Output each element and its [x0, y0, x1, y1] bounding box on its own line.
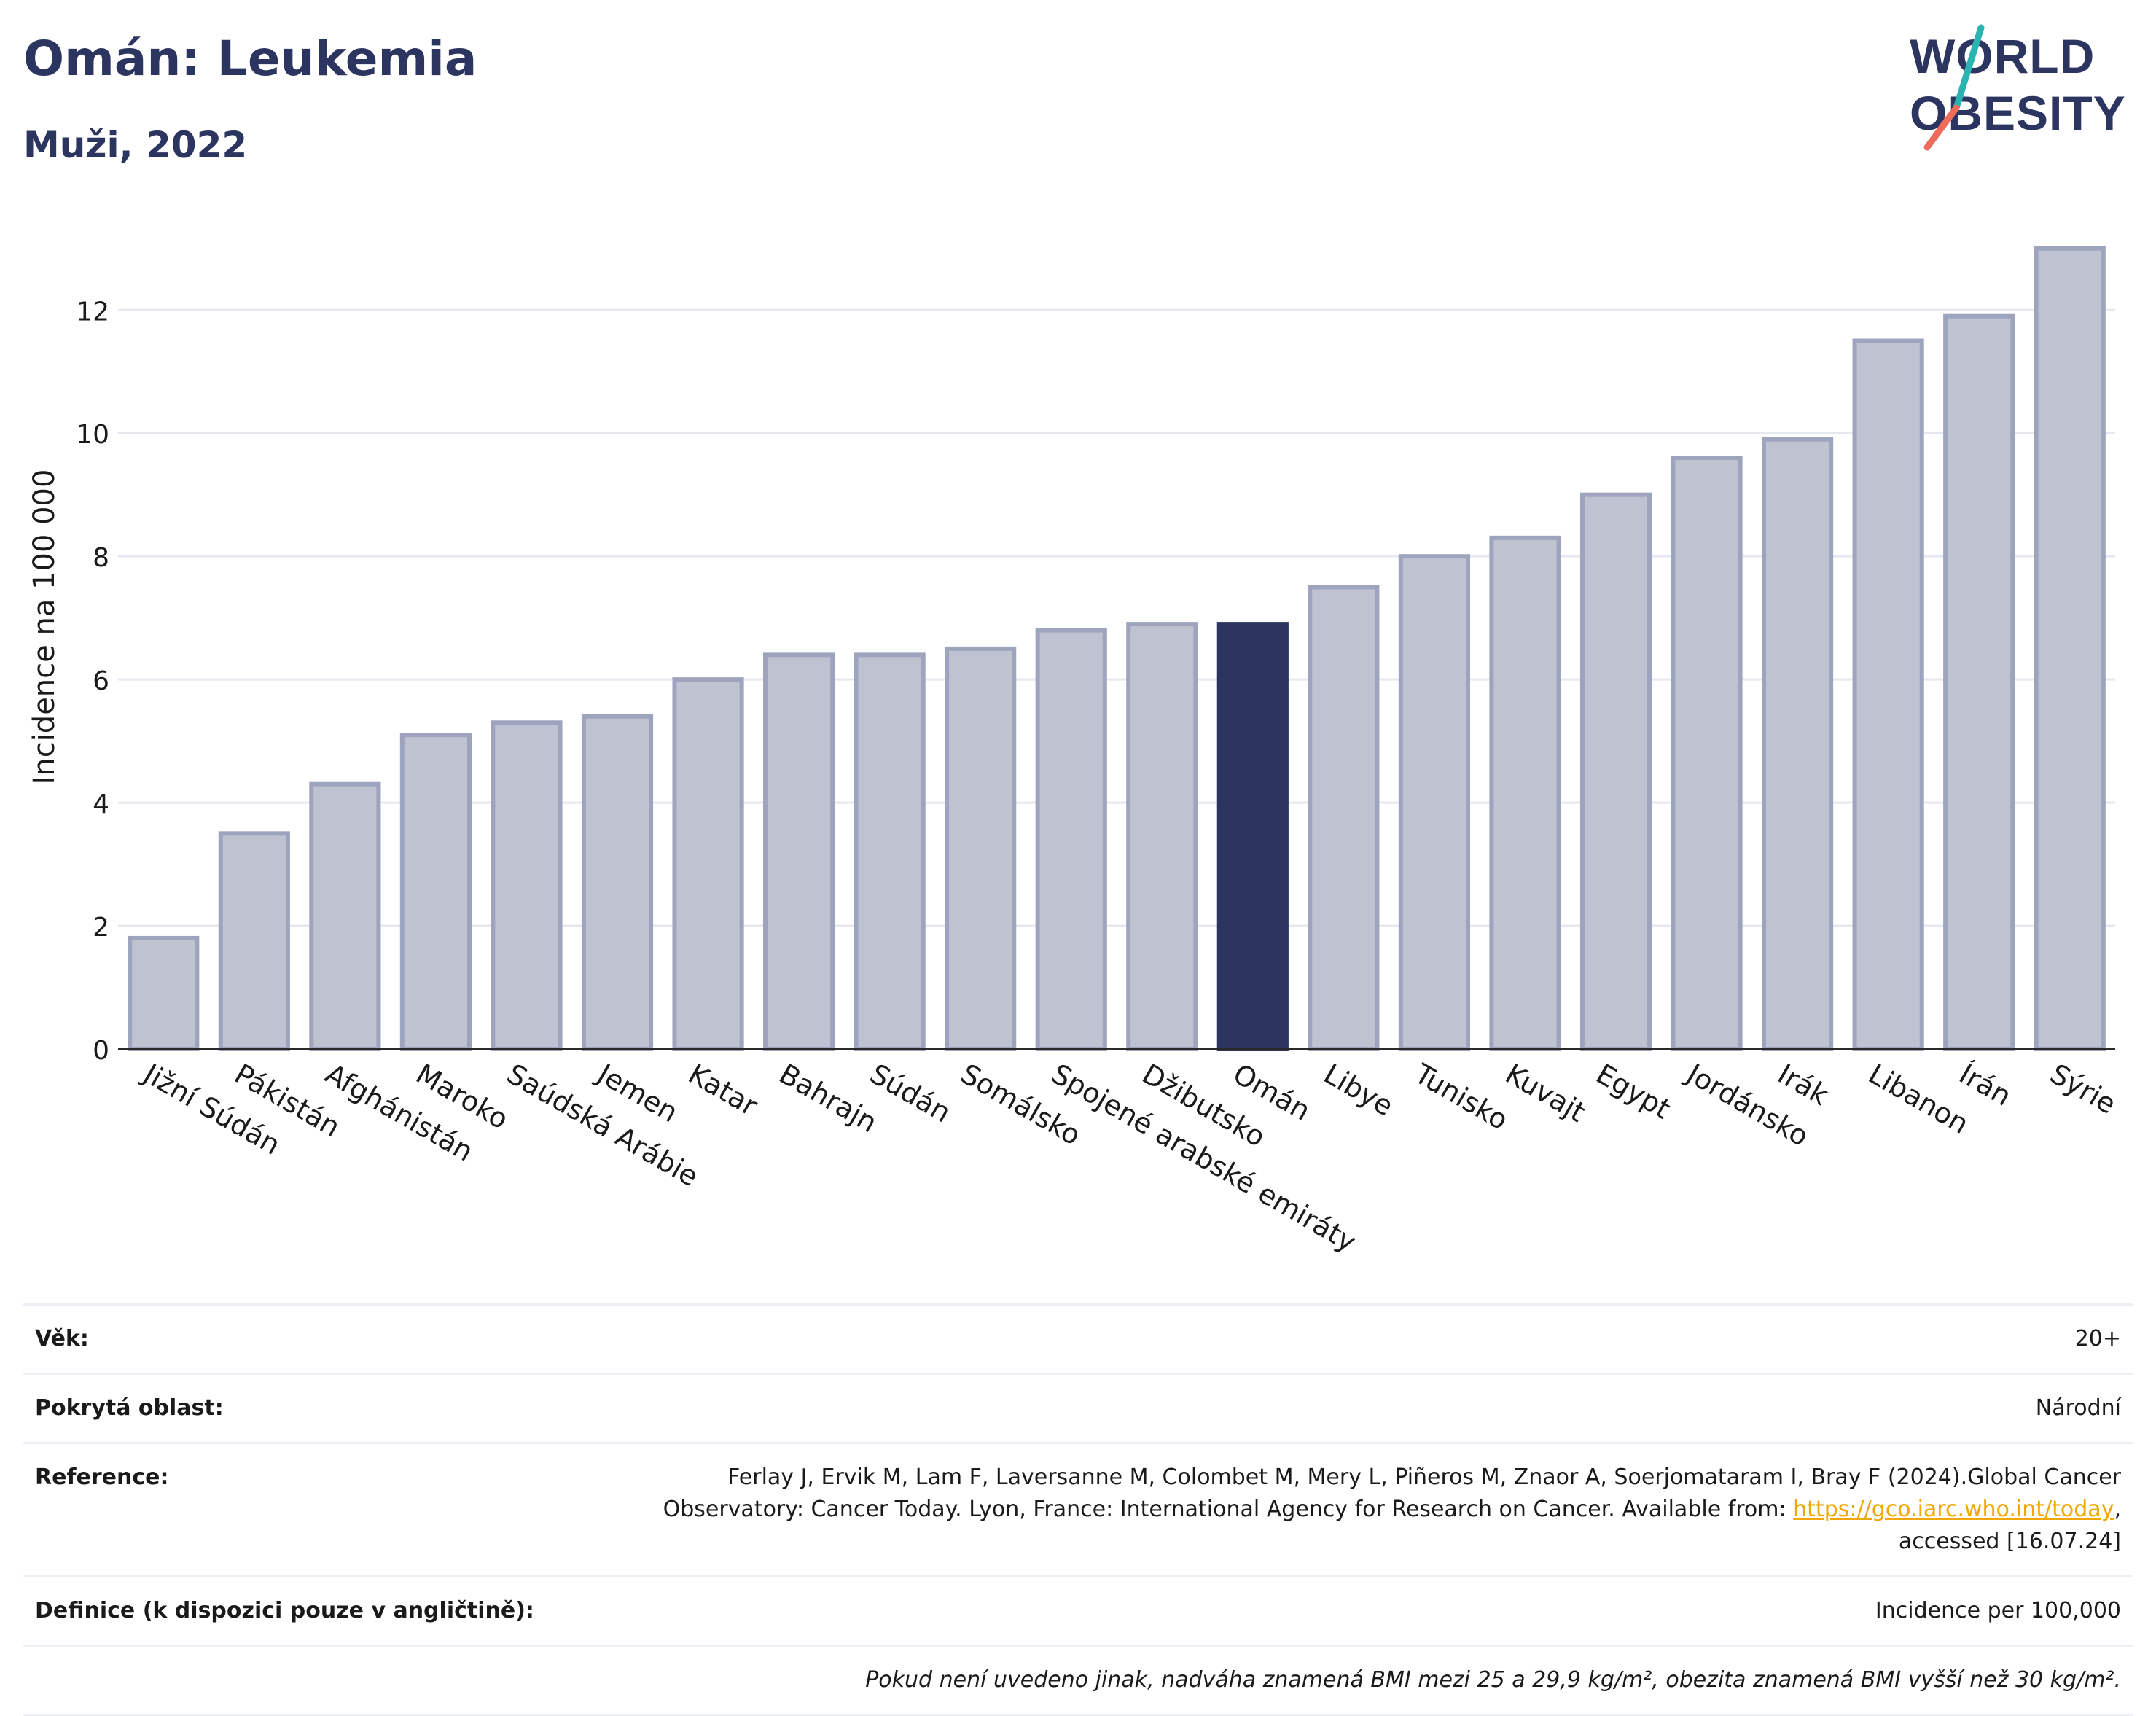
bar-18 [1762, 437, 1834, 1051]
x-tick-label: Tunisko [1409, 1057, 1514, 1136]
bar-0 [128, 935, 200, 1052]
logo-text-world: WORLD [1910, 29, 2095, 83]
definition-label: Definice (k dispozici pouze v angličtině… [35, 1598, 534, 1623]
bar-12 [1216, 622, 1289, 1051]
bar-14 [1398, 554, 1470, 1051]
x-tick-label: Bahrajn [774, 1058, 883, 1139]
y-tick-label: 6 [93, 666, 109, 696]
bar-10 [1035, 628, 1107, 1051]
bar-17 [1671, 456, 1743, 1051]
bar-16 [1579, 492, 1652, 1051]
logo-slash-teal [1953, 24, 1985, 112]
bar-4 [491, 720, 563, 1052]
bar-20 [1943, 313, 2015, 1051]
area-label: Pokrytá oblast: [35, 1395, 224, 1421]
page-subtitle: Muži, 2022 [23, 124, 248, 166]
x-tick-label: Libye [1319, 1058, 1399, 1123]
bar-13 [1308, 585, 1380, 1051]
y-tick-label: 4 [93, 789, 109, 819]
bar-9 [945, 646, 1017, 1051]
info-row-note: Pokud není uvedeno jinak, nadváha znamen… [23, 1645, 2133, 1716]
bar-6 [672, 677, 744, 1051]
bar-5 [581, 714, 654, 1052]
world-obesity-logo: WORLD OBESITY [1910, 24, 2126, 151]
reference-label: Reference: [35, 1465, 169, 1490]
info-row-definition: Definice (k dispozici pouze v angličtině… [23, 1575, 2133, 1645]
bar-2 [309, 781, 381, 1051]
reference-accessed: , accessed [16.07.24] [1898, 1497, 2121, 1554]
bmi-note: Pokud není uvedeno jinak, nadváha znamen… [865, 1667, 2121, 1693]
bar-21 [2034, 246, 2106, 1052]
x-tick-label: Katar [683, 1058, 763, 1123]
bar-11 [1126, 622, 1198, 1051]
info-row-area: Pokrytá oblast: Národní [23, 1373, 2133, 1442]
y-tick-label: 0 [93, 1036, 109, 1066]
reference-value: Ferlay J, Ervik M, Lam F, Laversanne M, … [627, 1462, 2121, 1558]
bar-8 [854, 652, 926, 1051]
x-tick-label: Sýrie [2044, 1058, 2121, 1120]
x-tick-label: Írán [1954, 1058, 2017, 1112]
reference-text: Ferlay J, Ervik M, Lam F, Laversanne M, … [663, 1465, 2121, 1522]
bar-1 [218, 831, 290, 1051]
logo-text-obesity: OBESITY [1910, 86, 2126, 140]
bar-19 [1852, 338, 1924, 1052]
y-tick-label: 12 [76, 297, 109, 327]
page-title: Omán: Leukemia [23, 31, 477, 87]
info-table: Věk: 20+ Pokrytá oblast: Národní Referen… [23, 1303, 2133, 1716]
age-value: 20+ [2074, 1326, 2121, 1352]
info-row-reference: Reference: Ferlay J, Ervik M, Lam F, Lav… [23, 1442, 2133, 1575]
definition-value: Incidence per 100,000 [1875, 1598, 2121, 1623]
logo-slash-coral [1923, 104, 1960, 151]
info-row-age: Věk: 20+ [23, 1303, 2133, 1373]
bar-3 [399, 733, 472, 1051]
x-tick-label: Kuvajt [1500, 1058, 1590, 1128]
y-tick-label: 10 [76, 420, 109, 450]
y-tick-label: 8 [93, 543, 109, 573]
y-axis-label: Incidence na 100 000 [28, 469, 61, 785]
y-tick-label: 2 [93, 913, 109, 943]
x-tick-label: Libanon [1863, 1058, 1974, 1140]
bar-15 [1489, 535, 1561, 1051]
x-tick-label: Egypt [1591, 1058, 1676, 1126]
area-value: Národní [2035, 1395, 2121, 1421]
x-tick-label: Irák [1773, 1058, 1834, 1112]
reference-link[interactable]: https://gco.iarc.who.int/today [1793, 1497, 2114, 1522]
age-label: Věk: [35, 1326, 89, 1352]
bar-7 [763, 652, 835, 1051]
